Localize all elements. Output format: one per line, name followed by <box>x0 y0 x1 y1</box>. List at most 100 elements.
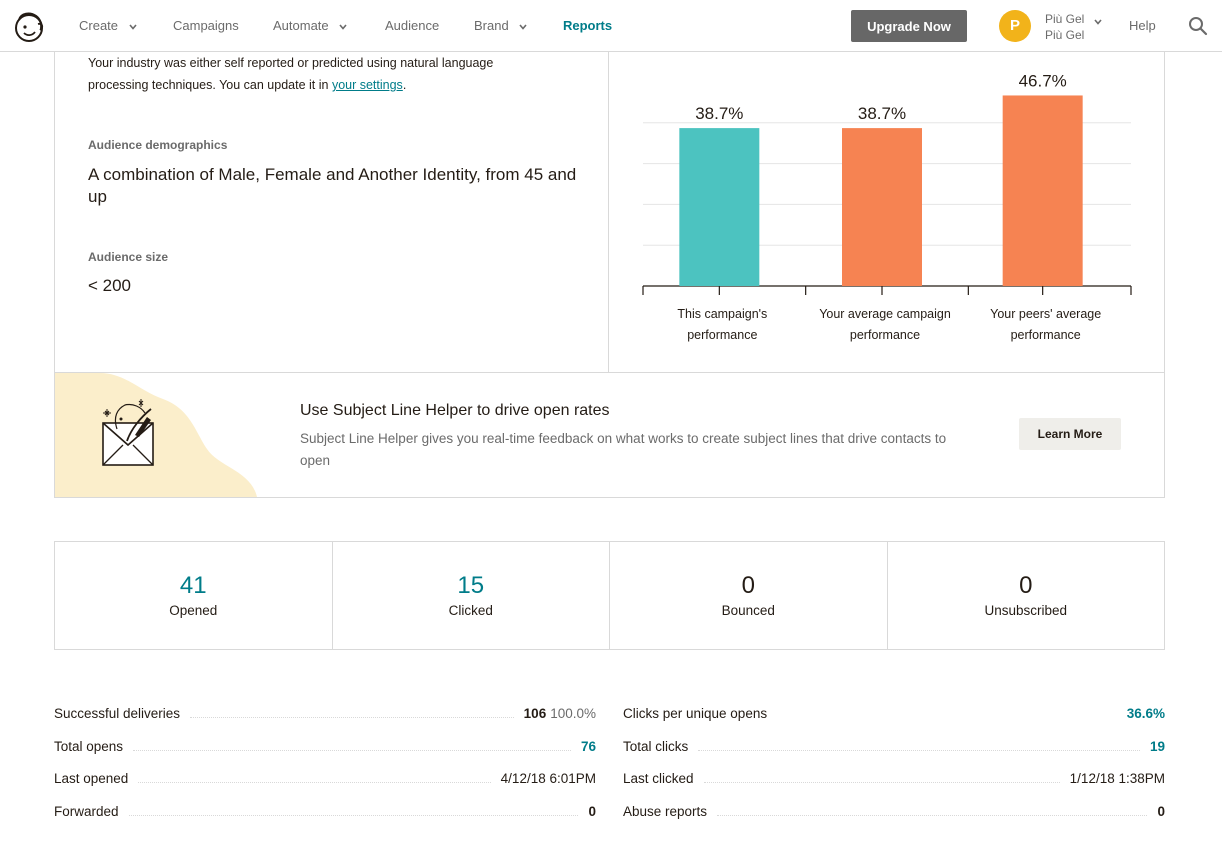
detail-row-abuse-reports: Abuse reports 0 <box>623 801 1165 834</box>
dotted-leader <box>777 703 1117 718</box>
click-details: Clicks per unique opens 36.6% Total clic… <box>623 703 1165 833</box>
industry-note: Your industry was either self reported o… <box>88 52 538 96</box>
detail-label: Successful deliveries <box>54 706 181 721</box>
stats-row: 41 Opened 15 Clicked 0 Bounced 0 Unsubsc… <box>54 541 1165 650</box>
nav-automate[interactable]: Automate <box>273 0 347 52</box>
detail-row-total-clicks: Total clicks 19 <box>623 736 1165 769</box>
your-settings-link[interactable]: your settings <box>331 78 403 92</box>
search-icon[interactable] <box>1188 16 1208 36</box>
performance-bar-chart: 38.7% This campaign's performance 38.7% Your… <box>642 71 1132 342</box>
industry-note-end: . <box>402 78 407 92</box>
stat-bounced: 0 Bounced <box>610 542 888 649</box>
dotted-leader <box>698 736 1140 751</box>
detail-value-percent: 100.0% <box>550 706 596 721</box>
category-label: performance <box>1011 328 1081 342</box>
detail-value-number: 106 <box>523 706 547 721</box>
stat-bounced-label: Bounced <box>721 603 775 618</box>
nav-automate-label: Automate <box>273 18 329 33</box>
dotted-leader <box>138 768 491 783</box>
demographics-value: A combination of Male, Female and Anothe… <box>88 165 577 206</box>
chevron-down-icon <box>129 24 137 30</box>
envelope-illustration <box>55 373 257 497</box>
industry-note-text: Your industry was either self reported o… <box>88 56 494 92</box>
dotted-leader <box>703 768 1060 783</box>
detail-label: Total clicks <box>623 738 689 754</box>
detail-value: 1/12/18 1:38PM <box>1069 771 1165 786</box>
stat-opened-value: 41 <box>179 572 207 599</box>
stat-opened-label: Opened <box>169 603 218 618</box>
total-clicks-link[interactable]: 19 <box>1149 738 1165 754</box>
detail-value: 0 <box>588 803 596 819</box>
avatar[interactable]: P <box>999 10 1031 42</box>
detail-value: 4/12/18 6:01PM <box>500 771 596 786</box>
upgrade-now-button[interactable]: Upgrade Now <box>851 10 967 42</box>
detail-row-forwarded: Forwarded 0 <box>54 801 596 834</box>
stat-opened[interactable]: 41 Opened <box>55 542 333 649</box>
audience-size-value: < 200 <box>88 276 132 295</box>
category-label: Your peers' average <box>990 307 1101 321</box>
nav-create[interactable]: Create <box>79 0 137 52</box>
audience-size-label: Audience size <box>88 250 169 264</box>
top-navigation: Create Campaigns Automate Audience Brand… <box>0 0 1222 52</box>
help-link[interactable]: Help <box>1129 18 1156 33</box>
category-label: Your average campaign <box>819 307 951 321</box>
category-label: performance <box>687 328 757 342</box>
detail-value: 0 <box>1157 803 1165 819</box>
detail-label: Clicks per unique opens <box>623 706 768 721</box>
stat-bounced-value: 0 <box>741 572 755 599</box>
nav-brand-label: Brand <box>474 18 509 33</box>
account-menu[interactable]: Più Gel Più Gel <box>1045 11 1084 43</box>
dotted-leader <box>717 801 1148 816</box>
bar-value-label: 38.7% <box>858 104 906 123</box>
dotted-leader <box>128 801 579 816</box>
detail-label: Total opens <box>54 738 124 754</box>
detail-row-last-opened: Last opened 4/12/18 6:01PM <box>54 768 596 801</box>
chevron-down-icon <box>519 24 527 30</box>
stat-unsubscribed-value: 0 <box>1019 572 1033 599</box>
bar-1 <box>679 128 760 286</box>
detail-row-successful-deliveries: Successful deliveries 106 100.0% <box>54 703 596 736</box>
nav-audience-label: Audience <box>385 18 440 33</box>
nav-audience[interactable]: Audience <box>385 0 439 52</box>
nav-reports-label: Reports <box>563 18 613 33</box>
nav-campaigns[interactable]: Campaigns <box>173 0 239 52</box>
account-org: Più Gel <box>1045 28 1085 42</box>
bar-value-label: 46.7% <box>1019 71 1067 90</box>
learn-more-button[interactable]: Learn More <box>1019 418 1121 450</box>
detail-label: Last opened <box>54 771 129 786</box>
mailchimp-logo[interactable] <box>12 10 46 44</box>
nav-brand[interactable]: Brand <box>474 0 527 52</box>
clicks-per-unique-opens-link[interactable]: 36.6% <box>1126 706 1165 721</box>
nav-create-label: Create <box>79 18 119 33</box>
row-divider <box>55 372 1164 373</box>
column-divider <box>608 52 609 372</box>
chevron-down-icon <box>339 24 347 30</box>
detail-row-last-clicked: Last clicked 1/12/18 1:38PM <box>623 768 1165 801</box>
total-opens-link[interactable]: 76 <box>580 738 596 754</box>
delivery-details: Successful deliveries 106 100.0% Total op… <box>54 703 596 833</box>
account-name: Più Gel <box>1045 12 1085 26</box>
bar-3 <box>1002 95 1083 286</box>
dotted-leader <box>190 703 514 718</box>
stat-clicked[interactable]: 15 Clicked <box>333 542 610 649</box>
stat-clicked-label: Clicked <box>448 603 493 618</box>
helper-description: Subject Line Helper gives you real-time … <box>300 431 947 468</box>
detail-label: Last clicked <box>623 771 694 786</box>
demographics-label: Audience demographics <box>88 138 228 152</box>
helper-title: Use Subject Line Helper to drive open ra… <box>300 402 610 419</box>
detail-row-total-opens: Total opens 76 <box>54 736 596 769</box>
stat-clicked-value: 15 <box>457 572 485 599</box>
industry-benchmark-card: Your industry was either self reported o… <box>54 52 1165 498</box>
stat-unsubscribed-label: Unsubscribed <box>984 603 1068 618</box>
bar-2 <box>842 128 922 286</box>
bar-value-label: 38.7% <box>695 104 743 123</box>
category-label: This campaign's <box>677 307 767 321</box>
stat-unsubscribed: 0 Unsubscribed <box>888 542 1165 649</box>
dotted-leader <box>133 736 571 751</box>
nav-reports[interactable]: Reports <box>563 0 612 52</box>
chevron-down-icon[interactable] <box>1094 19 1102 25</box>
detail-row-clicks-per-unique-opens: Clicks per unique opens 36.6% <box>623 703 1165 736</box>
detail-value: 106 100.0% <box>514 703 596 725</box>
nav-campaigns-label: Campaigns <box>173 18 239 33</box>
detail-label: Abuse reports <box>623 803 708 819</box>
